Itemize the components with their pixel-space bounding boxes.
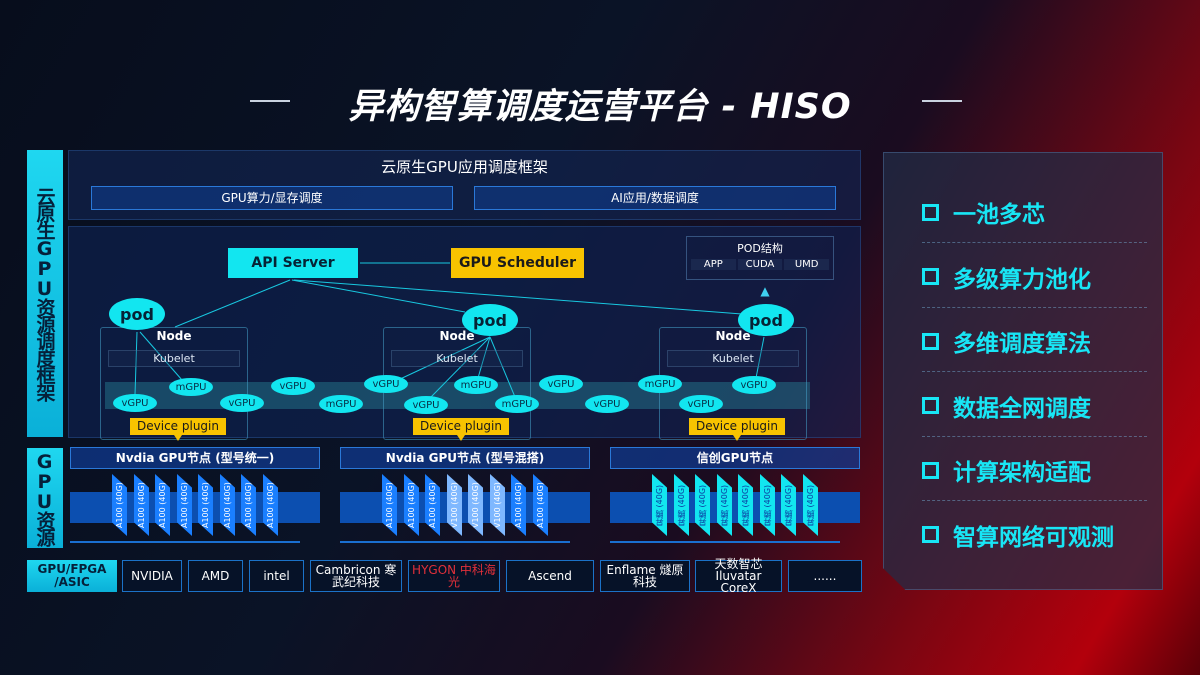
title-deco-left [250,100,290,102]
kubelet-bar: Kubelet [667,350,799,367]
gpu-node-title: Nvdia GPU节点 (型号统一) [70,447,320,469]
node-label: Node [439,329,475,343]
title-deco-right [922,100,962,102]
vendor-logo: AMD [188,560,243,592]
gpu-scheduler-box: GPU Scheduler [451,248,584,278]
gpu-node-base [610,541,840,543]
feature-divider [922,500,1147,501]
mgpu-unit: mGPU [169,378,213,396]
vendor-logo: Ascend [506,560,594,592]
vendor-logo: 天数智芯 Iluvatar CoreX [695,558,782,594]
pod-ellipse: pod [462,304,518,336]
checkbox-icon [922,397,939,414]
ai-data-scheduling: AI应用/数据调度 [474,186,836,210]
api-server-box: API Server [228,248,358,278]
device-plugin-box: Device plugin [413,418,509,435]
device-plugin-box: Device plugin [689,418,785,435]
up-arrow-icon: ▲ [760,284,770,298]
gpu-node-base [340,541,570,543]
feature-item: 一池多芯 [922,195,1045,229]
pod-layer-app: APP [691,259,736,270]
pod-ellipse: pod [109,298,165,330]
vendor-logo: Enflame 燧原科技 [600,560,690,592]
gpu-node-board [610,492,860,523]
feature-divider [922,435,1147,437]
vgpu-unit: vGPU [364,375,408,393]
kubelet-bar: Kubelet [391,350,523,367]
pod-structure-title: POD结构 [737,242,783,255]
page-title: 异构智算调度运营平台 - HISO [348,87,852,127]
link-pod3-api [293,279,743,315]
vgpu-unit: vGPU [220,394,264,412]
framework-label: 云原生GPU资源调度框架 [27,150,63,437]
vgpu-unit: vGPU [404,396,448,414]
vendor-logo: intel [249,560,304,592]
mgpu-unit: mGPU [454,376,498,394]
checkbox-icon [922,461,939,479]
node-label: Node [156,329,192,343]
feature-divider [922,242,1147,243]
feature-label: 智算网络可观测 [953,524,1114,551]
gpu-node-base [70,541,300,543]
vendor-logo: Cambricon 寒武纪科技 [310,560,402,592]
kubelet-bar: Kubelet [108,350,240,367]
hardware-label: GPU/FPGA /ASIC [27,560,117,592]
pod-ellipse: pod [738,304,794,336]
pod-structure-box: POD结构 APP CUDA UMD [686,236,834,280]
feature-item: 多级算力池化 [922,260,1091,294]
checkbox-icon [922,526,939,543]
vgpu-unit: vGPU [271,377,315,395]
down-arrow-icon [733,435,741,441]
checkbox-icon [922,332,939,350]
gpu-compute-scheduling: GPU算力/显存调度 [91,186,453,210]
feature-label: 一池多芯 [953,202,1045,228]
gpu-resource-label: GPU资源 [27,448,63,548]
checkbox-icon [922,203,939,221]
pod-layer-umd: UMD [784,259,830,270]
feature-label: 多维调度算法 [953,331,1091,357]
vendor-logo: HYGON 中科海光 [408,560,500,592]
down-arrow-icon [174,435,182,441]
node-label: Node [715,329,751,343]
feature-label: 计算架构适配 [953,460,1091,486]
vendor-logo: ...... [788,560,862,592]
feature-item: 多维调度算法 [922,324,1091,358]
mgpu-unit: mGPU [638,375,682,393]
feature-item: 计算架构适配 [922,453,1091,487]
vgpu-unit: vGPU [539,375,583,393]
pod-layer-cuda: CUDA [737,259,783,270]
gpu-node-board [70,492,320,523]
vgpu-unit: vGPU [732,376,776,394]
link-node1-api [174,279,291,328]
down-arrow-icon [457,435,465,441]
checkbox-icon [922,268,939,285]
feature-panel [883,152,1163,590]
feature-divider [922,306,1147,308]
gpu-node-title: Nvdia GPU节点 (型号混搭) [340,447,590,469]
gpu-node-title: 信创GPU节点 [610,447,860,469]
vgpu-unit: vGPU [585,395,629,413]
feature-item: 智算网络可观测 [922,518,1114,552]
app-framework-title: 云原生GPU应用调度框架 [381,158,548,176]
mgpu-unit: mGPU [495,395,539,413]
feature-item: 数据全网调度 [922,389,1091,423]
feature-label: 数据全网调度 [953,395,1091,422]
vgpu-unit: vGPU [679,395,723,413]
device-plugin-box: Device plugin [130,418,226,435]
link-pod2-api [291,279,466,313]
gpu-node-board [340,492,590,523]
feature-divider [922,371,1147,372]
feature-label: 多级算力池化 [953,266,1091,293]
vgpu-unit: vGPU [113,394,157,412]
mgpu-unit: mGPU [319,395,363,413]
vendor-logo: NVIDIA [122,560,182,592]
